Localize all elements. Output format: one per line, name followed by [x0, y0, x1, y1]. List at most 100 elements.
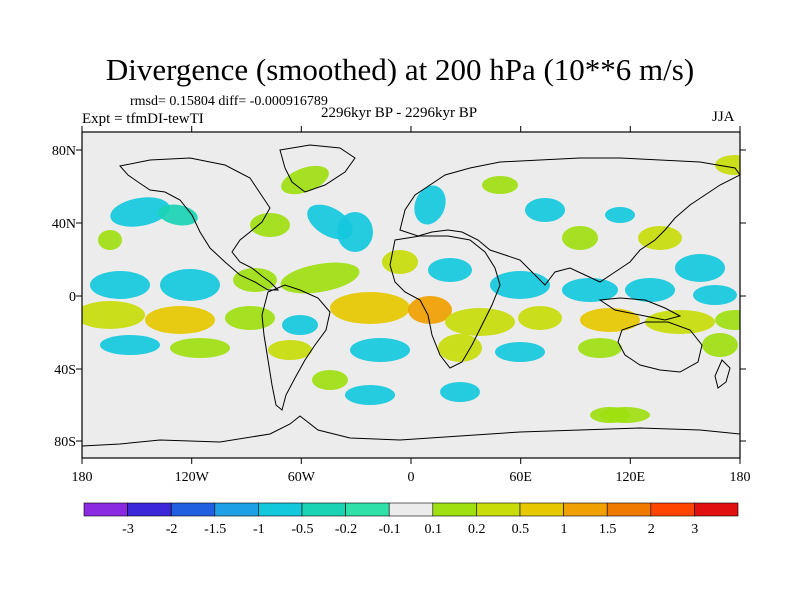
- coast-australia: [617, 321, 703, 373]
- divergence-contour: [382, 250, 418, 274]
- axis-ticks: 180 120W 60W 0 60E 120E 180 80N 40N 0 40…: [52, 144, 751, 485]
- divergence-contour: [715, 155, 740, 175]
- colorbar-label: -3: [122, 522, 134, 537]
- coast-nz: [714, 359, 731, 389]
- lat-tick-label: 80N: [52, 144, 76, 159]
- colorbar-swatch: [476, 502, 521, 517]
- divergence-contour: [268, 340, 312, 360]
- divergence-contour: [702, 333, 738, 357]
- lat-tick-label: 0: [69, 290, 76, 305]
- divergence-contour: [170, 338, 230, 358]
- colorbar-swatch: [606, 502, 652, 517]
- colorbar-label: -0.1: [379, 522, 401, 537]
- coast-north-america: [119, 157, 280, 291]
- lon-tick-label: 120W: [175, 470, 210, 485]
- divergence-contour: [490, 271, 550, 299]
- colorbar-label: -1: [253, 522, 265, 537]
- divergence-contour: [90, 271, 150, 299]
- lon-tick-label: 0: [408, 470, 415, 485]
- colorbar-swatch: [432, 502, 477, 517]
- colorbar-labels: -3 -2 -1.5 -1 -0.5 -0.2 -0.1 0.1 0.2 0.5…: [122, 522, 698, 537]
- colorbar-swatch: [214, 502, 259, 517]
- colorbar-label: 1: [561, 522, 568, 537]
- colorbar-swatch: [301, 502, 346, 517]
- divergence-contour: [715, 310, 740, 330]
- period-label: 2296kyr BP - 2296kyr BP: [321, 105, 478, 121]
- divergence-contour: [337, 212, 373, 252]
- coast-south-america: [261, 284, 331, 411]
- season-label: JJA: [712, 109, 735, 125]
- divergence-contour: [562, 278, 618, 302]
- divergence-contour: [282, 315, 318, 335]
- coastlines: [82, 144, 740, 447]
- divergence-contour: [330, 292, 410, 324]
- divergence-contour: [440, 382, 480, 402]
- lat-tick-label: 40S: [54, 363, 76, 378]
- divergence-contour: [100, 335, 160, 355]
- divergence-contour: [600, 407, 650, 423]
- divergence-contour: [438, 334, 482, 362]
- colorbar-swatch: [650, 502, 695, 517]
- colorbar-label: -0.2: [335, 522, 357, 537]
- divergence-contour: [605, 207, 635, 223]
- divergence-contour: [562, 226, 598, 250]
- divergence-contour: [625, 278, 675, 302]
- divergence-contour: [145, 306, 215, 334]
- colorbar-label: -0.5: [291, 522, 313, 537]
- colorbar: [83, 502, 739, 517]
- divergence-contour: [482, 176, 518, 194]
- map-title: Divergence (smoothed) at 200 hPa (10**6 …: [105, 52, 695, 87]
- divergence-contour: [578, 338, 622, 358]
- coast-greenland: [279, 144, 356, 193]
- colorbar-swatch: [563, 502, 608, 517]
- colorbar-swatch: [258, 502, 303, 517]
- divergence-contour: [280, 262, 360, 294]
- colorbar-swatch: [694, 502, 739, 517]
- lon-tick-label: 180: [72, 470, 93, 485]
- divergence-contour: [414, 185, 446, 225]
- divergence-contour: [675, 254, 725, 282]
- divergence-contour: [250, 213, 290, 237]
- divergence-contour: [312, 370, 348, 390]
- divergence-contour: [281, 165, 329, 195]
- colorbar-swatch: [388, 502, 434, 517]
- colorbar-label: 2: [648, 522, 655, 537]
- divergence-contour: [428, 258, 472, 282]
- colorbar-label: 0.5: [512, 522, 530, 537]
- divergence-contour: [345, 385, 395, 405]
- colorbar-swatch: [127, 502, 172, 517]
- coast-eurasia: [399, 157, 740, 286]
- divergence-contour: [525, 198, 565, 222]
- divergence-contour: [82, 301, 145, 329]
- divergence-contour: [98, 230, 122, 250]
- lon-tick-label: 120E: [616, 470, 646, 485]
- colorbar-swatch: [170, 502, 216, 517]
- colorbar-swatch: [345, 502, 390, 517]
- divergence-contour: [160, 269, 220, 301]
- divergence-contour: [518, 306, 562, 330]
- colorbar-label: 0.2: [468, 522, 486, 537]
- divergence-contour: [693, 285, 737, 305]
- divergence-contour: [350, 338, 410, 362]
- colorbar-swatch: [83, 502, 128, 517]
- tick-marks: [76, 126, 746, 464]
- lon-tick-label: 180: [730, 470, 751, 485]
- colorbar-label: -2: [166, 522, 178, 537]
- divergence-field: [82, 155, 740, 423]
- lon-tick-label: 60W: [288, 470, 316, 485]
- stats-text: rmsd= 0.15804 diff= -0.000916789: [130, 94, 328, 109]
- divergence-contour: [408, 296, 452, 324]
- divergence-contour: [110, 197, 170, 227]
- colorbar-label: 3: [691, 522, 698, 537]
- lat-tick-label: 40N: [52, 217, 76, 232]
- colorbar-label: 0.1: [424, 522, 442, 537]
- experiment-label: Expt = tfmDI-tewTI: [82, 111, 204, 127]
- divergence-contour: [233, 268, 277, 292]
- colorbar-label: 1.5: [599, 522, 617, 537]
- colorbar-swatch: [519, 502, 564, 517]
- lon-tick-label: 60E: [509, 470, 532, 485]
- colorbar-label: -1.5: [204, 522, 226, 537]
- divergence-contour: [645, 310, 715, 334]
- divergence-contour: [495, 342, 545, 362]
